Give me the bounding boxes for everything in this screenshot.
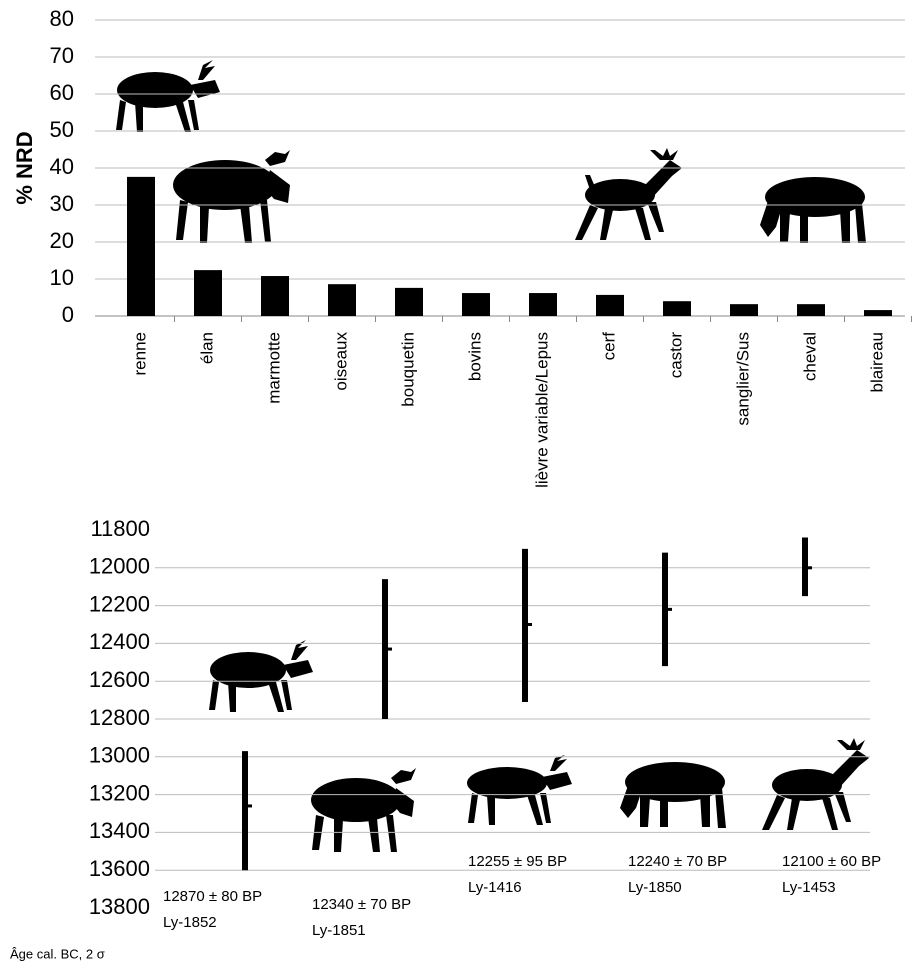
y-tick-label: 13800	[89, 894, 150, 919]
y-tick-label: 12800	[89, 705, 150, 730]
x-tick-label: blaireau	[867, 332, 886, 393]
y-tick-label: 13000	[89, 743, 150, 768]
y-tick-label: 11800	[90, 516, 150, 541]
x-tick-label: renne	[130, 332, 149, 375]
y-tick-label: 13400	[89, 818, 150, 843]
y-tick-label: 13600	[89, 856, 150, 881]
x-tick-label: sanglier/Sus	[733, 332, 752, 426]
bar	[328, 284, 356, 316]
y-tick-label: 50	[50, 117, 74, 142]
bar	[194, 270, 222, 316]
y-tick-label: 12600	[89, 667, 150, 692]
date-label: 12340 ± 70 BP	[312, 896, 411, 913]
y-tick-label: 0	[62, 302, 74, 327]
y-tick-label: 12000	[89, 554, 150, 579]
y-axis-label: % NRD	[12, 131, 37, 204]
bar	[797, 304, 825, 316]
lab-code: Ly-1850	[628, 879, 682, 896]
bar	[730, 304, 758, 316]
figure: 0 10 20 30 40 50 60 70 80 % NRD renne élan marmotte o…	[0, 0, 914, 967]
silhouettes	[116, 60, 869, 852]
x-tick-label: lièvre variable/Lepus	[532, 332, 551, 488]
y-tick-label: 20	[50, 228, 74, 253]
bar	[663, 301, 691, 316]
bar	[462, 293, 490, 316]
y-tick-label: 12400	[89, 629, 150, 654]
x-tick-label: élan	[197, 332, 216, 364]
lab-code: Ly-1416	[468, 879, 522, 896]
bar	[596, 295, 624, 316]
y-tick-label: 30	[50, 191, 74, 216]
bar	[261, 276, 289, 316]
x-tick-label: cheval	[800, 332, 819, 381]
lab-code: Ly-1851	[312, 922, 366, 939]
y-tick-label: 70	[50, 43, 74, 68]
x-tick-label: bovins	[465, 332, 484, 381]
y-tick-label: 60	[50, 80, 74, 105]
date-label: 12870 ± 80 BP	[163, 888, 262, 905]
bar	[395, 288, 423, 316]
date-label: 12240 ± 70 BP	[628, 853, 727, 870]
y-tick-label: 10	[50, 265, 74, 290]
bar	[127, 177, 155, 316]
bar	[529, 293, 557, 316]
x-tick-label: bouquetin	[398, 332, 417, 407]
x-tick-label: cerf	[599, 332, 618, 361]
date-label: 12100 ± 60 BP	[782, 853, 881, 870]
lab-code: Ly-1852	[163, 914, 217, 931]
y-tick-label: 13200	[89, 780, 150, 805]
x-tick-label: castor	[666, 332, 685, 379]
lab-code: Ly-1453	[782, 879, 836, 896]
footnote: Âge cal. BC, 2 σ	[10, 946, 105, 961]
y-tick-label: 40	[50, 154, 74, 179]
x-tick-label: oiseaux	[331, 332, 350, 391]
y-tick-label: 80	[50, 6, 74, 31]
x-tick-label: marmotte	[264, 332, 283, 404]
date-label: 12255 ± 95 BP	[468, 853, 567, 870]
bar	[864, 310, 892, 316]
y-tick-label: 12200	[89, 591, 150, 616]
